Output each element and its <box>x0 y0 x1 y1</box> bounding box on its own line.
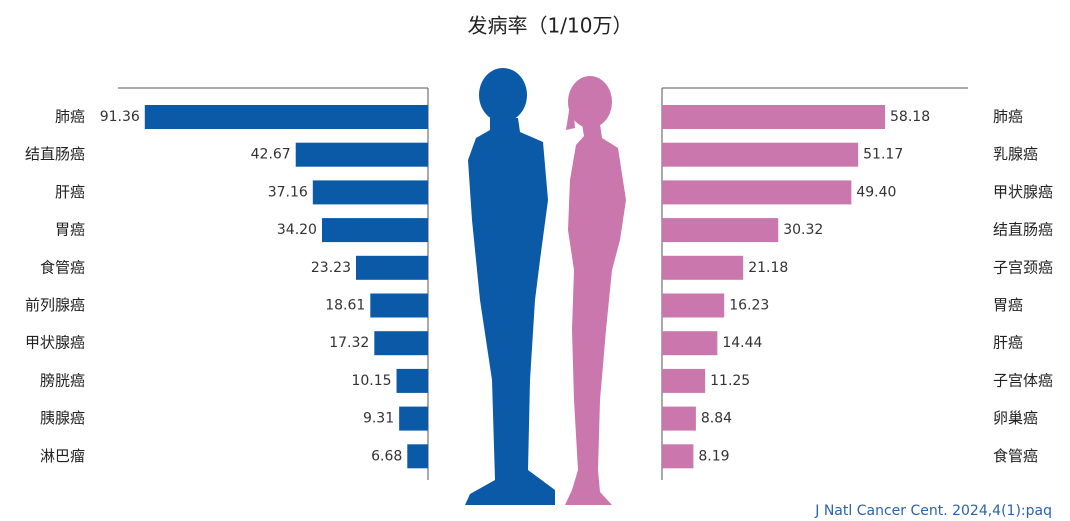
value-label: 30.32 <box>783 222 823 238</box>
category-label: 胃癌 <box>55 221 85 239</box>
value-label: 16.23 <box>729 298 769 314</box>
category-label: 乳腺癌 <box>993 145 1038 163</box>
value-label: 10.15 <box>351 373 391 389</box>
category-label: 膀胱癌 <box>40 371 85 389</box>
chart: 发病率（1/10万） J Natl Cancer Cent. 2024,4(1)… <box>0 0 1070 521</box>
bar <box>145 105 428 129</box>
value-label: 51.17 <box>863 147 903 163</box>
bar <box>407 444 428 468</box>
value-label: 8.84 <box>701 411 732 427</box>
category-label: 肝癌 <box>993 334 1023 352</box>
value-label: 91.36 <box>100 109 140 125</box>
category-label: 甲状腺癌 <box>25 334 85 352</box>
bar <box>397 369 428 393</box>
value-label: 18.61 <box>325 298 365 314</box>
value-label: 37.16 <box>268 184 308 200</box>
category-label: 结直肠癌 <box>25 145 85 163</box>
value-label: 11.25 <box>710 373 750 389</box>
bar <box>296 143 428 167</box>
category-label: 子宫颈癌 <box>993 258 1053 276</box>
value-label: 42.67 <box>251 147 291 163</box>
value-label: 17.32 <box>329 335 369 351</box>
bar <box>662 294 724 318</box>
value-label: 9.31 <box>363 411 394 427</box>
bar <box>662 105 885 129</box>
value-label: 58.18 <box>890 109 930 125</box>
bar <box>374 331 428 355</box>
category-label: 前列腺癌 <box>25 296 85 314</box>
category-label: 结直肠癌 <box>993 221 1053 239</box>
category-label: 食管癌 <box>993 447 1038 465</box>
source-note: J Natl Cancer Cent. 2024,4(1):paq <box>814 503 1052 519</box>
bar <box>313 180 428 204</box>
value-label: 34.20 <box>277 222 317 238</box>
bar <box>662 369 705 393</box>
value-label: 14.44 <box>722 335 762 351</box>
bar <box>356 256 428 280</box>
bar <box>399 407 428 431</box>
category-label: 淋巴瘤 <box>40 447 85 465</box>
category-label: 肺癌 <box>55 108 85 126</box>
bar <box>662 407 696 431</box>
category-label: 甲状腺癌 <box>993 183 1053 201</box>
bar <box>662 180 851 204</box>
category-label: 肝癌 <box>55 183 85 201</box>
value-label: 6.68 <box>371 448 402 464</box>
value-label: 49.40 <box>856 184 896 200</box>
category-label: 子宫体癌 <box>993 371 1053 389</box>
value-label: 23.23 <box>311 260 351 276</box>
bar <box>370 294 428 318</box>
chart-title: 发病率（1/10万） <box>468 14 633 38</box>
category-label: 胰腺癌 <box>40 409 85 427</box>
bar <box>662 256 743 280</box>
male-silhouette <box>465 68 555 505</box>
bar <box>662 444 693 468</box>
bar <box>662 143 858 167</box>
category-label: 肺癌 <box>993 108 1023 126</box>
bar <box>322 218 428 242</box>
female-silhouette <box>565 76 626 505</box>
category-label: 胃癌 <box>993 296 1023 314</box>
category-label: 卵巢癌 <box>993 409 1038 427</box>
category-label: 食管癌 <box>40 258 85 276</box>
bar <box>662 331 717 355</box>
value-label: 8.19 <box>698 448 729 464</box>
value-label: 21.18 <box>748 260 788 276</box>
bar <box>662 218 778 242</box>
